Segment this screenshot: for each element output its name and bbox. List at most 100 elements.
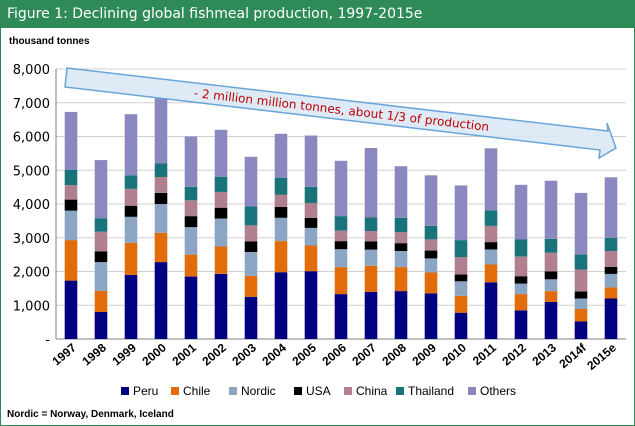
bar-segment-nordic — [154, 204, 168, 233]
x-tick-label: 2010 — [439, 340, 469, 368]
bar-segment-peru — [274, 272, 288, 339]
y-tick-label: 6,000 — [13, 131, 50, 146]
bar-segment-chile — [214, 246, 228, 274]
bar-segment-thailand — [364, 217, 378, 231]
bar-segment-others — [514, 184, 528, 240]
bar-segment-nordic — [394, 250, 408, 268]
bar-segment-nordic — [544, 279, 558, 292]
bar-segment-nordic — [604, 273, 618, 288]
bar-segment-peru — [574, 321, 588, 339]
bar-segment-chile — [364, 265, 378, 292]
trend-annotation: - 2 million million tonnes, about 1/3 of… — [193, 86, 490, 134]
bar-segment-peru — [94, 312, 108, 339]
bar-segment-peru — [454, 312, 468, 339]
bar-segment-peru — [544, 301, 558, 339]
bar-segment-nordic — [244, 251, 258, 276]
bar-segment-usa — [244, 241, 258, 252]
x-tick-label: 2008 — [379, 340, 409, 368]
bar-segment-chile — [454, 295, 468, 313]
bar-segment-china — [484, 225, 498, 243]
bar-segment-peru — [484, 282, 498, 339]
bar-segment-chile — [184, 254, 198, 277]
bar-segment-chile — [514, 294, 528, 311]
bar-segment-china — [244, 225, 258, 242]
bar-segment-china — [64, 185, 78, 200]
bar-segment-usa — [274, 207, 288, 218]
x-tick-label: 2009 — [409, 340, 439, 368]
x-tick-label: 2003 — [229, 340, 259, 368]
bar-segment-china — [304, 203, 318, 218]
bar-segment-chile — [334, 267, 348, 295]
x-tick-label: 2005 — [289, 340, 319, 368]
bar-segment-usa — [364, 241, 378, 250]
bar-segment-usa — [304, 217, 318, 228]
bar-segment-chile — [154, 232, 168, 263]
bar-segment-peru — [214, 273, 228, 339]
y-tick-label: 1,000 — [13, 299, 50, 314]
bar-segment-others — [424, 175, 438, 226]
bar-segment-others — [154, 98, 168, 164]
bar-segment-thailand — [214, 176, 228, 192]
bar-segment-thailand — [124, 175, 138, 189]
trend-arrow — [64, 67, 617, 160]
bar-segment-chile — [604, 287, 618, 299]
bar-segment-peru — [184, 276, 198, 339]
bar-segment-china — [334, 230, 348, 242]
bar-segment-chile — [424, 272, 438, 294]
bar-segment-nordic — [574, 298, 588, 309]
bar-segment-nordic — [424, 258, 438, 273]
bar-segment-thailand — [94, 218, 108, 232]
y-tick-label: 4,000 — [13, 198, 50, 213]
legend-swatch-china — [344, 387, 352, 395]
footnote: Nordic = Norway, Denmark, Iceland — [7, 409, 174, 420]
x-tick-label: 2006 — [319, 340, 349, 368]
legend-label-chile: Chile — [183, 384, 211, 398]
bar-segment-peru — [304, 271, 318, 339]
bar-segment-others — [94, 160, 108, 219]
bar-segment-chile — [64, 240, 78, 281]
x-tick-label: 2001 — [169, 340, 199, 368]
bar-segment-usa — [514, 276, 528, 284]
bar-segment-peru — [124, 274, 138, 339]
bar-segment-others — [64, 111, 78, 170]
bar-segment-thailand — [424, 225, 438, 240]
chart-title: Figure 1: Declining global fishmeal prod… — [7, 6, 423, 22]
bar-segment-peru — [604, 298, 618, 339]
bar-segment-others — [454, 185, 468, 241]
bar-segment-peru — [424, 293, 438, 339]
bar-segment-chile — [274, 241, 288, 273]
bar-segment-chile — [484, 264, 498, 283]
bar-segment-thailand — [544, 238, 558, 253]
bar-segment-usa — [64, 199, 78, 211]
legend-swatch-nordic — [229, 387, 237, 395]
bar-segment-china — [574, 269, 588, 292]
y-tick-label: 3,000 — [13, 232, 50, 247]
bar-segment-nordic — [184, 227, 198, 255]
bar-segment-nordic — [124, 216, 138, 243]
bar-segment-others — [574, 192, 588, 255]
bar-segment-thailand — [64, 169, 78, 186]
bar-segment-china — [454, 257, 468, 275]
x-tick-label: 2015e — [584, 340, 619, 372]
bar-segment-china — [274, 194, 288, 207]
bar-segment-others — [364, 148, 378, 218]
bar-segment-nordic — [484, 249, 498, 265]
bar-segment-others — [184, 136, 198, 187]
title-bar: Figure 1: Declining global fishmeal prod… — [1, 1, 634, 28]
bar-segment-chile — [244, 275, 258, 297]
legend-swatch-chile — [171, 387, 179, 395]
bar-segment-others — [214, 129, 228, 177]
bar-segment-nordic — [94, 262, 108, 291]
bar-segment-chile — [304, 245, 318, 272]
bar-segment-nordic — [334, 249, 348, 268]
bar-segment-usa — [394, 243, 408, 251]
bar-segment-nordic — [514, 283, 528, 295]
x-tick-label: 2013 — [529, 340, 559, 368]
bar-segment-nordic — [214, 218, 228, 247]
bar-segment-thailand — [274, 177, 288, 195]
bar-segment-thailand — [304, 186, 318, 203]
legend-label-usa: USA — [306, 384, 331, 398]
bar-segment-usa — [544, 271, 558, 280]
bar-segment-chile — [544, 291, 558, 302]
